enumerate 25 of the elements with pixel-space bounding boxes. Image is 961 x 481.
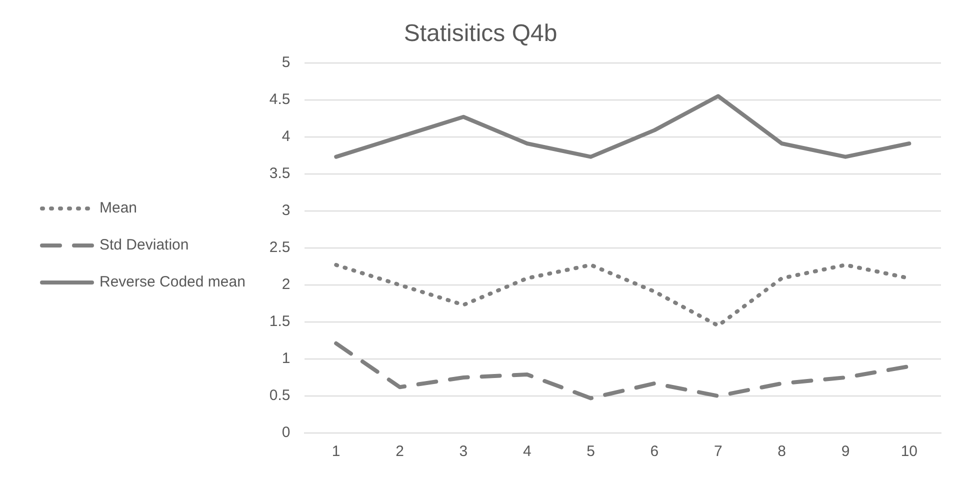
x-tick-label: 2 [396,443,404,460]
legend-label: Std Deviation [100,236,189,254]
x-tick-label: 9 [841,443,850,460]
x-tick-label: 3 [459,443,468,460]
legend-label: Mean [100,200,138,217]
y-tick-label: 3 [282,202,290,220]
y-tick-label: 2.5 [269,239,290,256]
y-tick-label: 2 [282,276,290,294]
y-tick-label: 0.5 [269,387,290,404]
legend-label: Reverse Coded mean [100,274,246,291]
y-tick-label: 3.5 [269,165,290,182]
x-tick-label: 5 [586,443,595,460]
y-tick-label: 5 [282,54,290,71]
x-tick-label: 6 [650,443,659,460]
chart-title: Statisitics Q4b [404,20,558,48]
x-tick-label: 4 [522,443,532,460]
y-tick-label: 0 [282,424,290,442]
y-tick-label: 4 [282,128,290,145]
x-tick-label: 1 [332,443,340,460]
y-tick-label: 1.5 [269,313,290,330]
x-tick-label: 7 [714,443,722,460]
x-tick-label: 10 [900,443,918,460]
x-tick-label: 8 [778,443,786,460]
y-tick-label: 4.5 [269,90,290,108]
y-tick-label: 1 [282,350,290,368]
